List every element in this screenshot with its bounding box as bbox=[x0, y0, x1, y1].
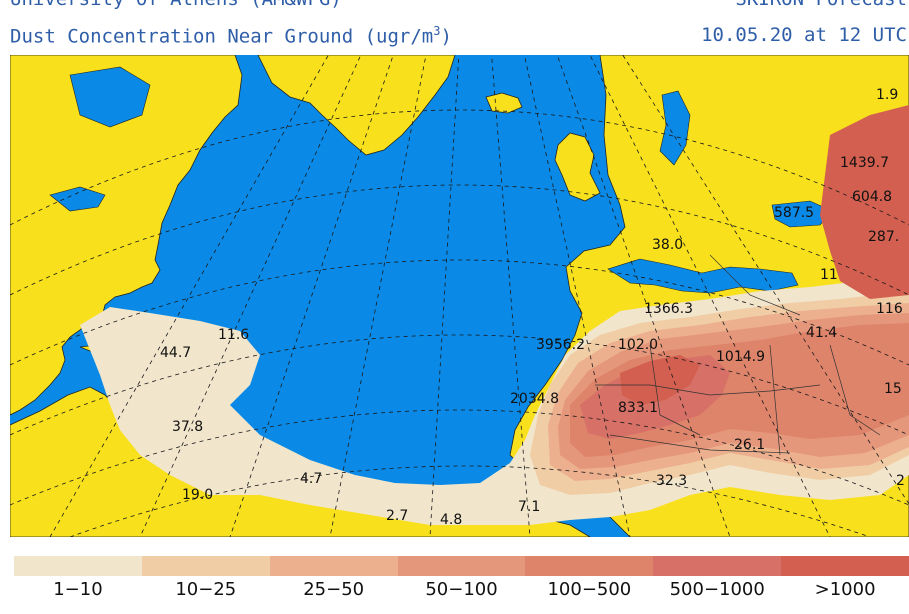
value-label: 1366.3 bbox=[644, 301, 693, 317]
map-title-close: ) bbox=[440, 25, 452, 48]
land-north-america bbox=[10, 55, 243, 416]
sea-mediterranean bbox=[607, 258, 799, 294]
graticule-lat-5 bbox=[10, 409, 909, 506]
colorbar bbox=[14, 556, 909, 576]
country-borders bbox=[595, 254, 881, 456]
value-label: 37.8 bbox=[172, 419, 203, 435]
graticule-lat-2 bbox=[10, 184, 909, 296]
graticule-lat-1 bbox=[10, 109, 909, 226]
lake-hudson-bay bbox=[69, 66, 151, 128]
value-label: 833.1 bbox=[618, 400, 658, 416]
graticule-lon-6 bbox=[491, 55, 531, 537]
value-label: 15 bbox=[884, 381, 902, 397]
graticule-lon-9 bbox=[589, 55, 831, 537]
colorbar-swatch bbox=[269, 556, 398, 576]
border-5 bbox=[609, 434, 791, 454]
colorbar-label: 10−25 bbox=[175, 579, 237, 600]
sea-baltic bbox=[659, 90, 691, 166]
value-label: 2034.8 bbox=[510, 391, 559, 407]
value-label: 2.7 bbox=[386, 508, 408, 524]
colorbar-swatch bbox=[397, 556, 526, 576]
graticule-lon-10 bbox=[622, 55, 909, 505]
value-label: 26.1 bbox=[734, 437, 765, 453]
graticule-lon-1 bbox=[49, 55, 329, 537]
value-label: 2 bbox=[896, 473, 905, 489]
land-british-isles bbox=[554, 132, 601, 202]
value-label: 44.7 bbox=[160, 345, 191, 361]
map-title-text: Dust Concentration Near Ground (ugr/m bbox=[10, 25, 434, 48]
value-label: 604.8 bbox=[852, 189, 892, 205]
value-label: 38.0 bbox=[652, 237, 683, 253]
colorbar-label: 25−50 bbox=[303, 579, 365, 600]
dust-core-middle-east bbox=[820, 105, 909, 299]
border-3 bbox=[769, 344, 781, 456]
value-label: 7.1 bbox=[518, 499, 540, 515]
colorbar-swatch bbox=[14, 556, 142, 576]
value-label: 287. bbox=[868, 229, 899, 245]
source-label: University of Athens (AM&WFG) bbox=[10, 0, 342, 10]
border-6 bbox=[709, 254, 801, 316]
border-1 bbox=[595, 384, 821, 396]
valid-time: 10.05.20 at 12 UTC bbox=[701, 24, 907, 46]
land-greenland bbox=[257, 55, 456, 156]
value-label: 11.6 bbox=[218, 327, 249, 343]
value-label: 41.4 bbox=[806, 325, 837, 341]
dust-map: 1.9 1439.7 604.8 587.5 287. 38.0 11 1366… bbox=[10, 55, 909, 537]
value-label: 587.5 bbox=[774, 205, 814, 221]
border-2 bbox=[649, 344, 701, 436]
colorbar-label: 500−1000 bbox=[669, 579, 765, 600]
graticule-lon-3 bbox=[229, 55, 394, 537]
value-label: 1.9 bbox=[876, 87, 898, 103]
value-label: 4.8 bbox=[440, 512, 462, 528]
graticule-lon-4 bbox=[329, 55, 427, 537]
colorbar-label: 1−10 bbox=[53, 579, 103, 600]
map-title: Dust Concentration Near Ground (ugr/m3) bbox=[10, 24, 452, 47]
colorbar-labels: 1−10 10−25 25−50 50−100 100−500 500−1000… bbox=[14, 579, 909, 600]
value-label: 116 bbox=[876, 301, 903, 317]
colorbar-label: 100−500 bbox=[547, 579, 632, 600]
graticule-lat-4 bbox=[10, 334, 909, 436]
lakes-great bbox=[49, 186, 106, 212]
colorbar-swatch bbox=[141, 556, 270, 576]
graticule-lat-6 bbox=[69, 465, 871, 537]
graticule bbox=[10, 55, 909, 537]
colorbar-swatch bbox=[525, 556, 654, 576]
graticule-lat-3 bbox=[10, 259, 909, 366]
dust-core-sahara bbox=[620, 355, 700, 405]
colorbar-swatch bbox=[781, 556, 909, 576]
value-label: 3956.2 bbox=[536, 337, 585, 353]
map-values: 1.9 1439.7 604.8 587.5 287. 38.0 11 1366… bbox=[160, 87, 905, 528]
graticule-lon-8 bbox=[556, 55, 731, 537]
value-label: 102.0 bbox=[618, 337, 658, 353]
forecast-label: SKIRON Forecast bbox=[735, 0, 907, 10]
border-4 bbox=[829, 344, 881, 436]
value-label: 1014.9 bbox=[716, 349, 765, 365]
colorbar-label: 50−100 bbox=[425, 579, 498, 600]
value-label: 32.3 bbox=[656, 473, 687, 489]
value-label: 4.7 bbox=[300, 471, 322, 487]
land-iceland bbox=[485, 92, 523, 114]
graticule-lon-5 bbox=[429, 55, 460, 537]
graticule-lon-7 bbox=[523, 55, 631, 537]
colorbar-swatch bbox=[653, 556, 782, 576]
map-title-exponent: 3 bbox=[433, 24, 441, 38]
sea-black bbox=[771, 200, 833, 228]
value-label: 11 bbox=[820, 267, 838, 283]
dust-map-svg: 1.9 1439.7 604.8 587.5 287. 38.0 11 1366… bbox=[10, 55, 909, 537]
colorbar-label: >1000 bbox=[814, 579, 876, 600]
value-label: 1439.7 bbox=[840, 155, 889, 171]
value-label: 19.0 bbox=[182, 487, 213, 503]
